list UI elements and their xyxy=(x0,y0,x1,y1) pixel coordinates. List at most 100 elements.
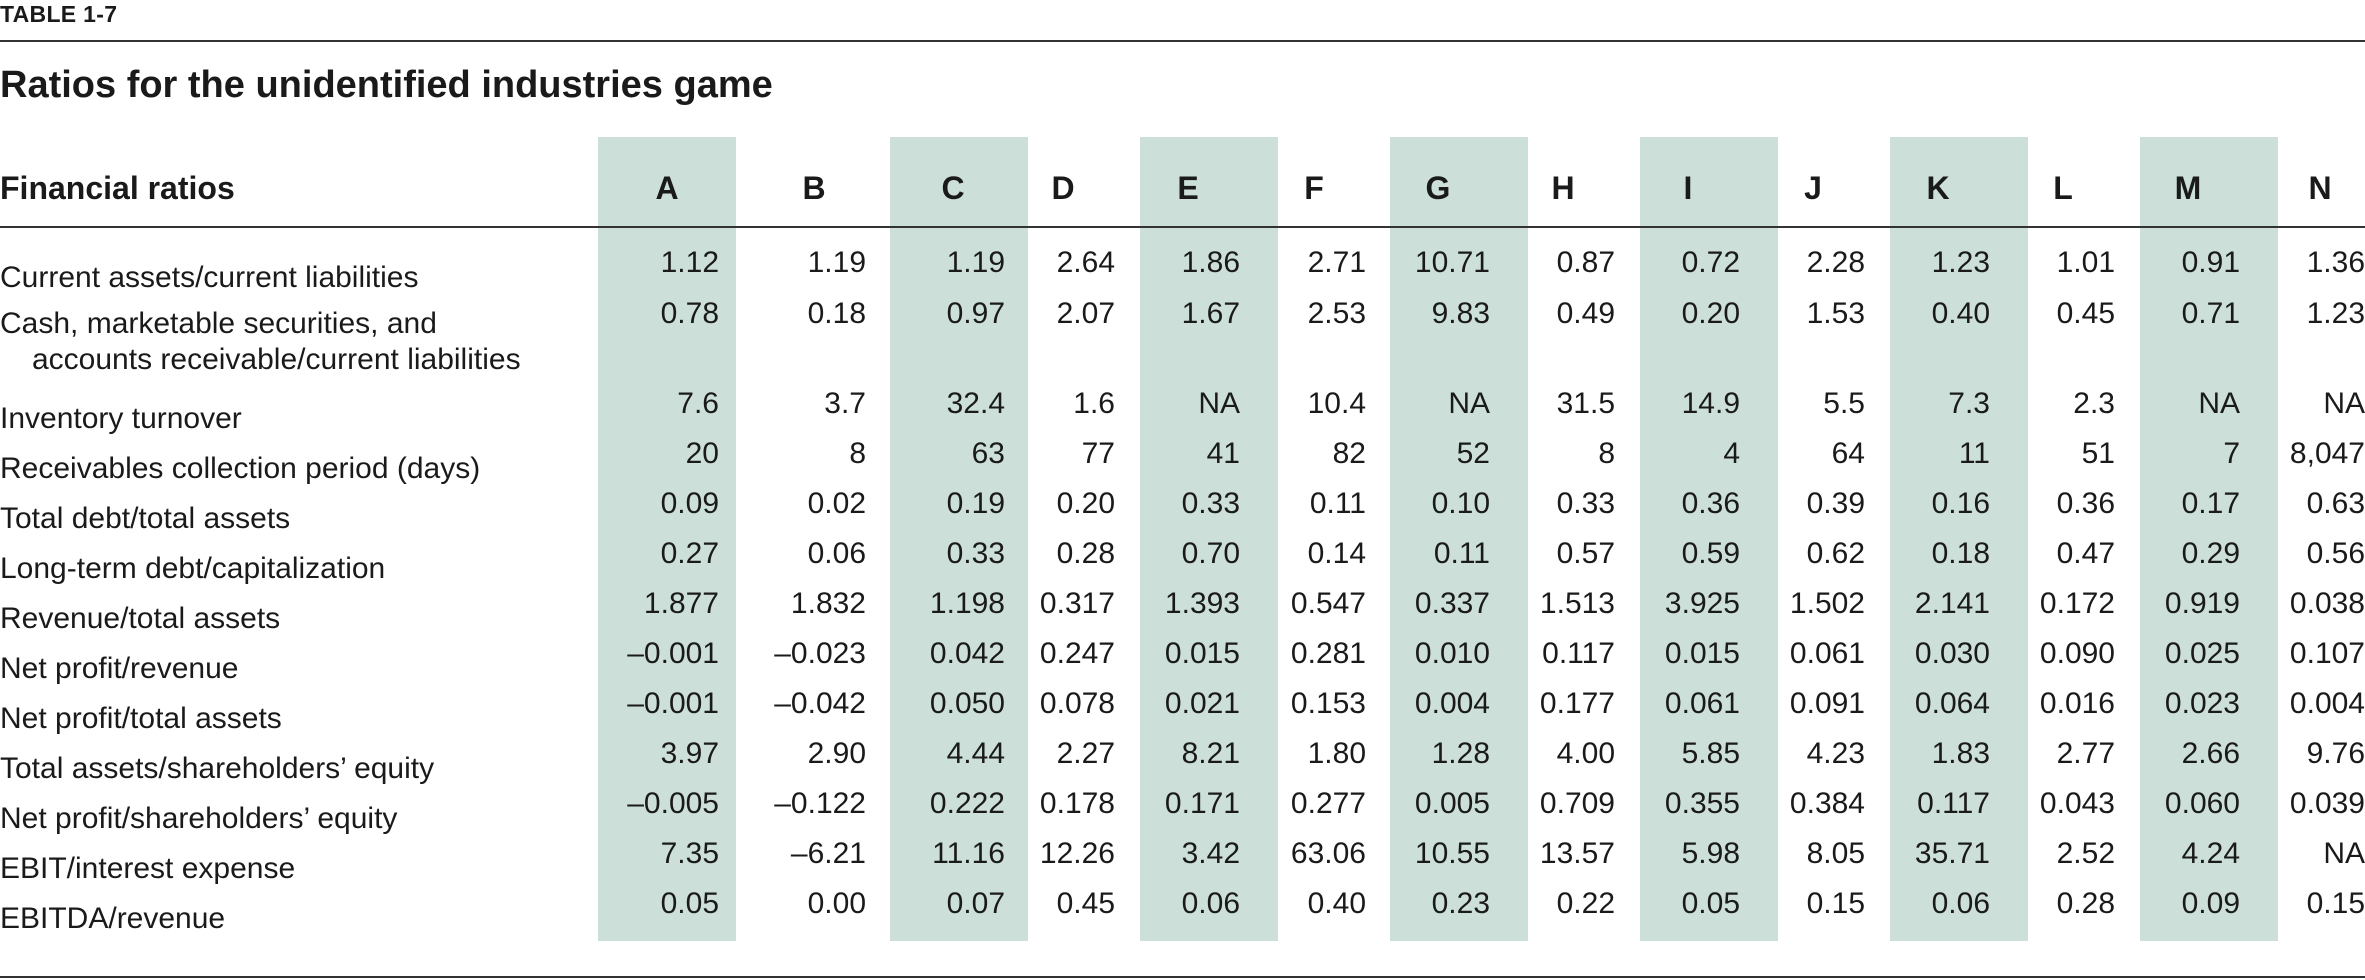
table-cell: 0.33 xyxy=(946,537,1005,570)
row-label: EBITDA/revenue xyxy=(0,901,225,937)
table-cell: 0.042 xyxy=(929,637,1005,670)
table-cell: 0.72 xyxy=(1681,246,1740,279)
table-cell: 0.171 xyxy=(1164,787,1240,820)
table-cell: 1.23 xyxy=(1931,246,1990,279)
table-cell: 0.63 xyxy=(2306,487,2365,520)
table-cell: 0.317 xyxy=(1039,587,1115,620)
table-cell: 3.42 xyxy=(1181,837,1240,870)
table-cell: 77 xyxy=(1081,437,1115,470)
table-cell: 0.62 xyxy=(1806,537,1865,570)
row-label-text: Current assets/current liabilities xyxy=(0,261,419,294)
table-cell: 1.12 xyxy=(660,246,719,279)
row-label: Inventory turnover xyxy=(0,401,242,437)
table-cell: 10.71 xyxy=(1414,246,1490,279)
shade-column-e xyxy=(1140,137,1278,941)
table-cell: 0.71 xyxy=(2181,297,2240,330)
table-cell: 0.010 xyxy=(1414,637,1490,670)
table-cell: 0.919 xyxy=(2164,587,2240,620)
table-cell: 9.83 xyxy=(1431,297,1490,330)
table-cell: 0.33 xyxy=(1556,487,1615,520)
table-cell: 1.80 xyxy=(1307,737,1366,770)
table-cell: 0.061 xyxy=(1664,687,1740,720)
table-cell: 9.76 xyxy=(2306,737,2365,770)
table-cell: 4.44 xyxy=(946,737,1005,770)
row-label: EBIT/interest expense xyxy=(0,851,295,887)
table-cell: NA xyxy=(2198,387,2240,420)
table-cell: 63.06 xyxy=(1290,837,1366,870)
table-cell: 2.141 xyxy=(1914,587,1990,620)
table-cell: 0.05 xyxy=(1681,887,1740,920)
top-rule xyxy=(0,40,2365,42)
table-cell: 3.7 xyxy=(824,387,866,420)
table-cell: 0.87 xyxy=(1556,246,1615,279)
table-cell: 0.27 xyxy=(660,537,719,570)
table-cell: 0.107 xyxy=(2289,637,2365,670)
row-label-continuation: accounts receivable/current liabilities xyxy=(32,343,521,376)
table-cell: 12.26 xyxy=(1039,837,1115,870)
table-cell: 51 xyxy=(2081,437,2115,470)
table-cell: 0.078 xyxy=(1039,687,1115,720)
table-cell: 0.29 xyxy=(2181,537,2240,570)
table-cell: 11 xyxy=(1958,437,1990,470)
table-cell: 1.502 xyxy=(1789,587,1865,620)
table-cell: 0.18 xyxy=(807,297,866,330)
table-cell: 41 xyxy=(1206,437,1240,470)
table-cell: 8 xyxy=(849,437,866,470)
table-cell: 5.5 xyxy=(1823,387,1865,420)
table-cell: 0.70 xyxy=(1181,537,1240,570)
row-label: Total debt/total assets xyxy=(0,501,290,537)
table-cell: 2.77 xyxy=(2056,737,2115,770)
table-cell: 1.83 xyxy=(1931,737,1990,770)
table-cell: 0.247 xyxy=(1039,637,1115,670)
row-label: Net profit/revenue xyxy=(0,651,238,687)
table-cell: 4 xyxy=(1723,437,1740,470)
column-header-d: D xyxy=(1051,170,1075,206)
table-cell: 1.23 xyxy=(2306,297,2365,330)
table-cell: 0.117 xyxy=(1917,787,1990,820)
table-cell: 4.23 xyxy=(1806,737,1865,770)
table-cell: 7.6 xyxy=(677,387,719,420)
table-cell: –0.042 xyxy=(774,687,866,720)
table-cell: 0.22 xyxy=(1556,887,1615,920)
table-cell: 5.85 xyxy=(1681,737,1740,770)
table-cell: 1.19 xyxy=(946,246,1005,279)
table-cell: 0.277 xyxy=(1290,787,1366,820)
table-cell: 8.05 xyxy=(1806,837,1865,870)
table-cell: 2.90 xyxy=(807,737,866,770)
table-cell: 1.877 xyxy=(643,587,719,620)
table-cell: 4.00 xyxy=(1556,737,1615,770)
table-cell: 1.19 xyxy=(807,246,866,279)
table-cell: 1.6 xyxy=(1073,387,1115,420)
table-cell: 0.47 xyxy=(2056,537,2115,570)
table-cell: 7.35 xyxy=(660,837,719,870)
table-cell: 0.02 xyxy=(807,487,866,520)
table-cell: 5.98 xyxy=(1681,837,1740,870)
table-cell: 0.09 xyxy=(660,487,719,520)
shade-column-g xyxy=(1390,137,1528,941)
row-label: Net profit/shareholders’ equity xyxy=(0,801,397,837)
table-cell: 31.5 xyxy=(1556,387,1615,420)
table-cell: 0.177 xyxy=(1539,687,1615,720)
row-label: Receivables collection period (days) xyxy=(0,451,480,487)
table-cell: 0.023 xyxy=(2164,687,2240,720)
row-label-text: EBITDA/revenue xyxy=(0,902,226,935)
table-cell: 3.925 xyxy=(1664,587,1740,620)
table-cell: 0.00 xyxy=(807,887,866,920)
table-cell: 0.18 xyxy=(1931,537,1990,570)
table-cell: 0.004 xyxy=(2289,687,2365,720)
table-cell: 0.117 xyxy=(1542,637,1615,670)
table-cell: 0.015 xyxy=(1164,637,1240,670)
table-cell: –0.001 xyxy=(627,637,719,670)
table-cell: 1.36 xyxy=(2306,246,2365,279)
column-header-n: N xyxy=(2308,170,2332,206)
column-header-c: C xyxy=(941,170,965,206)
table-cell: 14.9 xyxy=(1681,387,1740,420)
header-financial-ratios: Financial ratios xyxy=(0,170,235,206)
table-cell: 2.07 xyxy=(1056,297,1115,330)
table-cell: 0.384 xyxy=(1789,787,1865,820)
table-cell: 0.39 xyxy=(1806,487,1865,520)
table-cell: 52 xyxy=(1456,437,1490,470)
column-header-m: M xyxy=(2174,170,2202,206)
table-cell: 2.66 xyxy=(2181,737,2240,770)
table-cell: 1.28 xyxy=(1431,737,1490,770)
